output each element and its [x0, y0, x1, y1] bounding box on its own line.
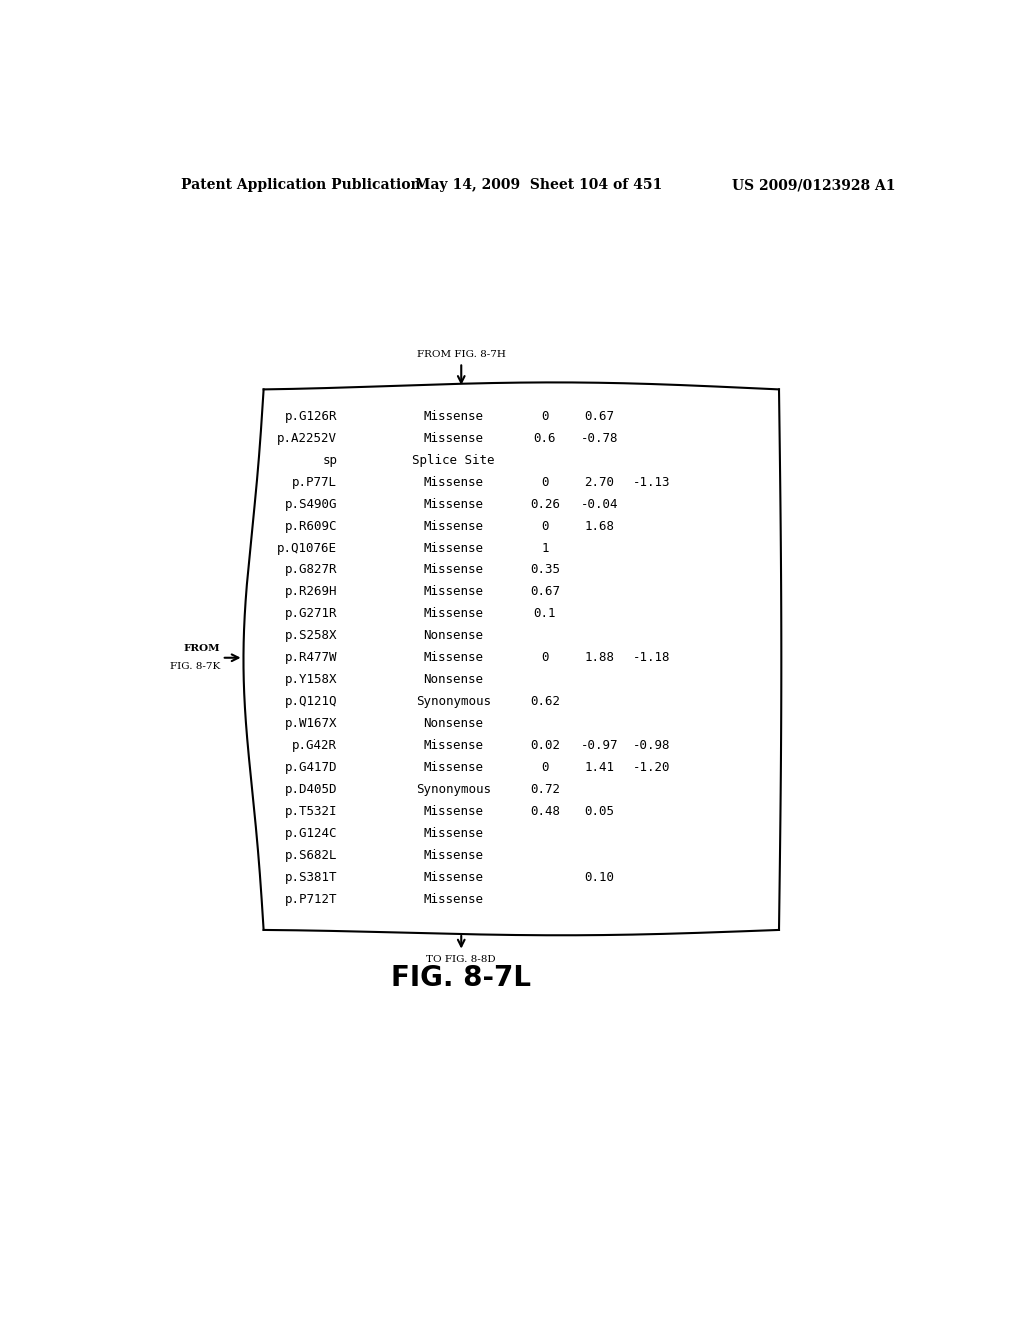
Text: p.T532I: p.T532I — [285, 805, 337, 818]
Text: Synonymous: Synonymous — [416, 783, 490, 796]
Text: May 14, 2009  Sheet 104 of 451: May 14, 2009 Sheet 104 of 451 — [415, 178, 662, 193]
Text: p.S682L: p.S682L — [285, 849, 337, 862]
Text: Missense: Missense — [424, 607, 483, 620]
Text: p.Q121Q: p.Q121Q — [285, 696, 337, 708]
Text: TO FIG. 8-8D: TO FIG. 8-8D — [426, 954, 496, 964]
Text: Nonsense: Nonsense — [424, 673, 483, 686]
Text: Nonsense: Nonsense — [424, 630, 483, 643]
Text: p.S258X: p.S258X — [285, 630, 337, 643]
Text: FROM FIG. 8-7H: FROM FIG. 8-7H — [417, 350, 506, 359]
Text: p.S381T: p.S381T — [285, 871, 337, 883]
Text: Missense: Missense — [424, 409, 483, 422]
Text: Missense: Missense — [424, 541, 483, 554]
Text: 0.72: 0.72 — [530, 783, 560, 796]
Text: -0.78: -0.78 — [581, 432, 617, 445]
Text: Splice Site: Splice Site — [413, 454, 495, 467]
Text: Synonymous: Synonymous — [416, 696, 490, 708]
Text: -1.18: -1.18 — [633, 651, 671, 664]
Text: 0.62: 0.62 — [530, 696, 560, 708]
Text: 1.41: 1.41 — [585, 760, 614, 774]
Text: p.Q1076E: p.Q1076E — [278, 541, 337, 554]
Text: 1.68: 1.68 — [585, 520, 614, 532]
Text: Missense: Missense — [424, 739, 483, 752]
Text: Missense: Missense — [424, 475, 483, 488]
Text: 0.05: 0.05 — [585, 805, 614, 818]
Text: p.G417D: p.G417D — [285, 760, 337, 774]
Text: 0.26: 0.26 — [530, 498, 560, 511]
Text: p.G126R: p.G126R — [285, 409, 337, 422]
Text: 0.6: 0.6 — [534, 432, 556, 445]
Text: Nonsense: Nonsense — [424, 717, 483, 730]
Text: 0: 0 — [542, 520, 549, 532]
Text: 0: 0 — [542, 409, 549, 422]
Text: -0.98: -0.98 — [633, 739, 671, 752]
Text: FIG. 8-7K: FIG. 8-7K — [170, 663, 220, 672]
Text: p.R609C: p.R609C — [285, 520, 337, 532]
Text: 0: 0 — [542, 475, 549, 488]
Text: p.D405D: p.D405D — [285, 783, 337, 796]
Text: US 2009/0123928 A1: US 2009/0123928 A1 — [732, 178, 896, 193]
Text: FROM: FROM — [183, 644, 220, 653]
Text: p.G42R: p.G42R — [292, 739, 337, 752]
Text: Missense: Missense — [424, 805, 483, 818]
Text: -0.04: -0.04 — [581, 498, 617, 511]
Text: Missense: Missense — [424, 849, 483, 862]
Text: Missense: Missense — [424, 826, 483, 840]
Text: Missense: Missense — [424, 760, 483, 774]
Text: p.R477W: p.R477W — [285, 651, 337, 664]
Text: Missense: Missense — [424, 432, 483, 445]
Text: 0.48: 0.48 — [530, 805, 560, 818]
Text: 1.88: 1.88 — [585, 651, 614, 664]
Text: p.Y158X: p.Y158X — [285, 673, 337, 686]
Text: 0.10: 0.10 — [585, 871, 614, 883]
Text: 0.35: 0.35 — [530, 564, 560, 577]
Text: 0.1: 0.1 — [534, 607, 556, 620]
Text: Missense: Missense — [424, 585, 483, 598]
Text: p.G271R: p.G271R — [285, 607, 337, 620]
Text: 2.70: 2.70 — [585, 475, 614, 488]
Text: p.W167X: p.W167X — [285, 717, 337, 730]
Text: FIG. 8-7L: FIG. 8-7L — [391, 965, 531, 993]
Text: p.S490G: p.S490G — [285, 498, 337, 511]
Text: p.P77L: p.P77L — [292, 475, 337, 488]
Text: 0.02: 0.02 — [530, 739, 560, 752]
Text: Patent Application Publication: Patent Application Publication — [180, 178, 420, 193]
Text: -0.97: -0.97 — [581, 739, 617, 752]
Text: 0: 0 — [542, 651, 549, 664]
Text: Missense: Missense — [424, 498, 483, 511]
Text: p.G827R: p.G827R — [285, 564, 337, 577]
Text: 0: 0 — [542, 760, 549, 774]
Text: p.P712T: p.P712T — [285, 892, 337, 906]
Text: Missense: Missense — [424, 564, 483, 577]
Text: Missense: Missense — [424, 892, 483, 906]
Text: Missense: Missense — [424, 651, 483, 664]
Text: 0.67: 0.67 — [530, 585, 560, 598]
Text: Missense: Missense — [424, 871, 483, 883]
Text: -1.13: -1.13 — [633, 475, 671, 488]
Text: p.R269H: p.R269H — [285, 585, 337, 598]
Text: 1: 1 — [542, 541, 549, 554]
Text: Missense: Missense — [424, 520, 483, 532]
Text: sp: sp — [323, 454, 337, 467]
Text: -1.20: -1.20 — [633, 760, 671, 774]
Text: 0.67: 0.67 — [585, 409, 614, 422]
Text: p.A2252V: p.A2252V — [278, 432, 337, 445]
Text: p.G124C: p.G124C — [285, 826, 337, 840]
